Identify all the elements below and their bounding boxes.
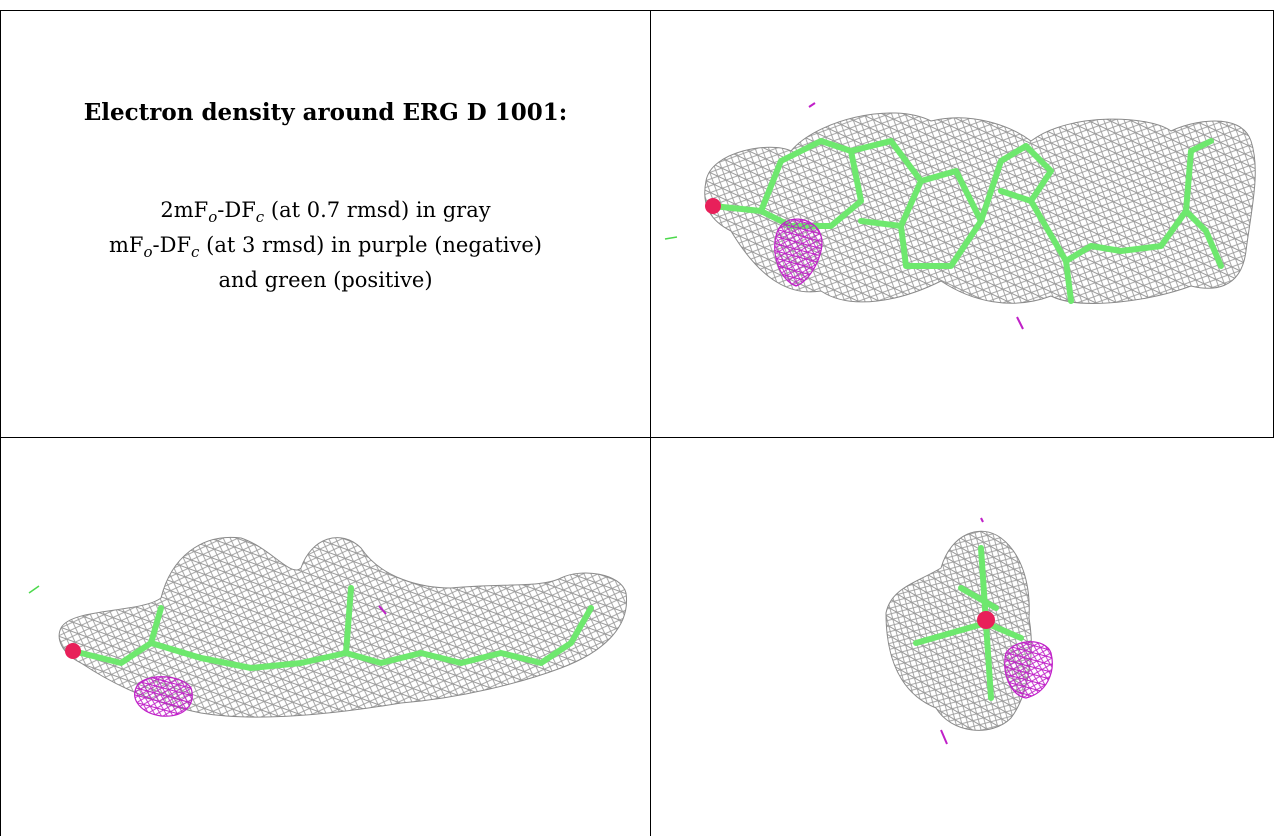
mesh-purple-end: [1004, 641, 1053, 699]
table-border-top: [0, 10, 1274, 11]
oxygen-atom-end: [977, 611, 995, 629]
mesh-purple-fragment-end-2: [980, 517, 984, 523]
panel-bottom-right: [651, 438, 1273, 836]
mesh-gray-side: [58, 536, 628, 718]
caption-line-1: 2mFo-DFc (at 0.7 rmsd) in gray: [160, 198, 491, 227]
oxygen-atom: [705, 198, 721, 214]
density-image-side-view: [28, 536, 628, 718]
oxygen-atom-side: [65, 643, 81, 659]
ligand-sticks-side: [70, 585, 594, 671]
mesh-purple: [774, 218, 823, 287]
mesh-purple-fragment-2: [1016, 316, 1024, 330]
panel-bottom-left: [1, 438, 650, 836]
caption-cell: Electron density around ERG D 1001: 2mFo…: [1, 11, 650, 437]
caption-line-2: mFo-DFc (at 3 rmsd) in purple (negative): [109, 233, 542, 262]
mesh-purple-fragment: [808, 102, 816, 108]
mesh-gray: [704, 112, 1256, 304]
mesh-purple-fragment-side: [378, 605, 387, 615]
mesh-green-fragment-side: [28, 585, 40, 594]
table-border-middle: [0, 437, 1274, 438]
mesh-purple-side: [134, 676, 193, 717]
density-image-end-view: [885, 517, 1053, 745]
density-image-top-view: [664, 102, 1256, 330]
panel-top-right: [651, 11, 1273, 437]
table-border-center: [650, 10, 651, 836]
caption-line-3: and green (positive): [218, 268, 433, 293]
mesh-green-fragment: [664, 236, 678, 240]
caption-title: Electron density around ERG D 1001:: [83, 99, 568, 126]
table-border-left: [0, 10, 1, 836]
mesh-purple-fragment-end: [940, 729, 948, 745]
